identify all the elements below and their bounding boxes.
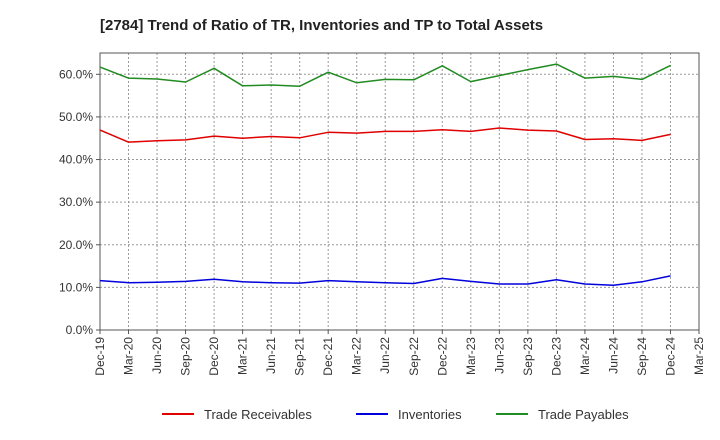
- x-tick-label: Sep-22: [407, 337, 421, 376]
- y-axis: 0.0% 10.0% 20.0% 30.0% 40.0% 50.0% 60.0%: [59, 67, 100, 337]
- x-tick-label: Sep-21: [293, 337, 307, 376]
- series-line-0: [99, 127, 671, 143]
- x-axis: Dec-19 Mar-20 Jun-20 Sep-20 Dec-20 Mar-21 Jun-…: [93, 330, 706, 376]
- x-tick-label: Sep-24: [635, 337, 649, 376]
- x-tick-label: Sep-20: [179, 337, 193, 376]
- y-tick-label: 60.0%: [59, 67, 93, 81]
- x-tick-label: Mar-25: [692, 337, 706, 375]
- x-tick-label: Dec-20: [207, 337, 221, 376]
- x-tick-label: Jun-23: [492, 337, 506, 374]
- y-tick-label: 30.0%: [59, 195, 93, 209]
- x-tick-label: Jun-24: [606, 337, 620, 374]
- y-tick-label: 20.0%: [59, 238, 93, 252]
- y-tick-label: 0.0%: [66, 323, 94, 337]
- x-tick-label: Mar-20: [122, 337, 136, 375]
- y-tick-label: 10.0%: [59, 280, 93, 294]
- x-tick-label: Jun-22: [378, 337, 392, 374]
- x-tick-label: Jun-20: [150, 337, 164, 374]
- x-tick-label: Mar-21: [236, 337, 250, 375]
- series-line-1: [99, 275, 671, 287]
- x-tick-label: Dec-21: [321, 337, 335, 376]
- chart-title: [2784] Trend of Ratio of TR, Inventories…: [100, 17, 543, 34]
- series-lines: [99, 63, 671, 287]
- x-tick-label: Dec-23: [549, 337, 563, 376]
- legend: Trade Receivables Inventories Trade Payabl…: [162, 407, 629, 422]
- legend-label: Trade Payables: [538, 407, 629, 422]
- x-tick-label: Jun-21: [264, 337, 278, 374]
- x-tick-label: Mar-23: [464, 337, 478, 375]
- series-line-2: [99, 63, 671, 87]
- x-tick-label: Dec-24: [663, 337, 677, 376]
- x-tick-label: Mar-22: [350, 337, 364, 375]
- x-tick-label: Mar-24: [578, 337, 592, 375]
- x-tick-label: Sep-23: [521, 337, 535, 376]
- y-tick-label: 40.0%: [59, 153, 93, 167]
- x-tick-label: Dec-22: [435, 337, 449, 376]
- plot-frame: [99, 52, 700, 331]
- legend-label: Trade Receivables: [204, 407, 312, 422]
- x-tick-label: Dec-19: [93, 337, 107, 376]
- y-tick-label: 50.0%: [59, 110, 93, 124]
- legend-label: Inventories: [398, 407, 462, 422]
